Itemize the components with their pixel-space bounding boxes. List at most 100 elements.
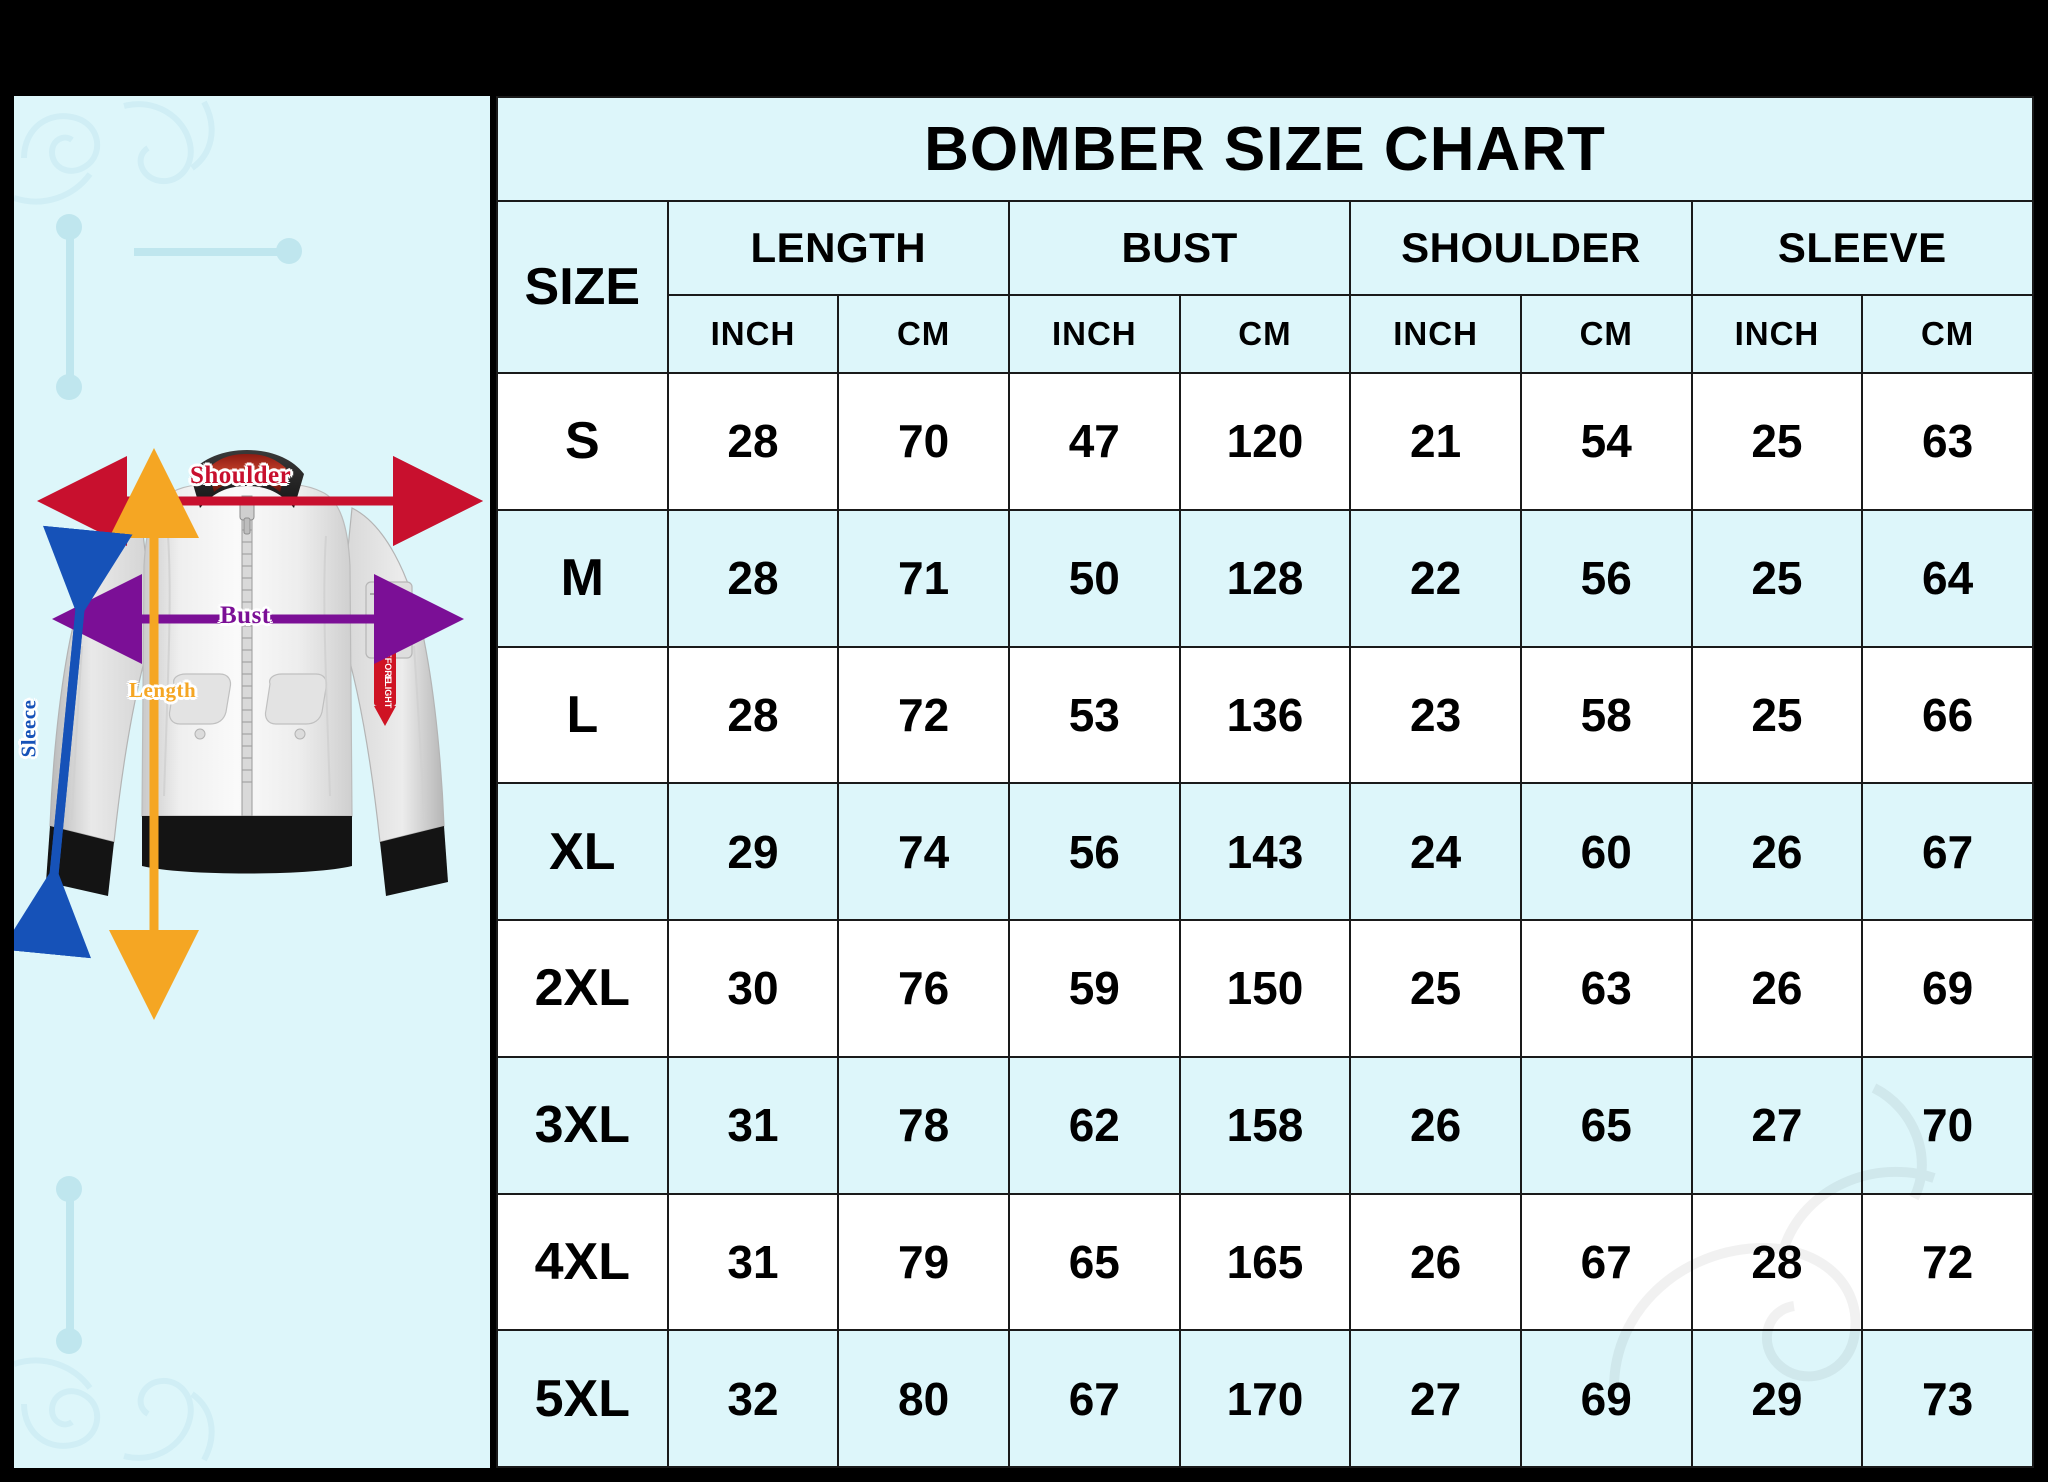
- cell-size: 2XL: [496, 919, 669, 1058]
- cell-value: 58: [1519, 645, 1693, 785]
- table-row: 3XL 31 78 62 158 26 65 27 70: [496, 1055, 2034, 1195]
- cell-value: 28: [666, 645, 840, 785]
- cell-value: 64: [1861, 508, 2034, 648]
- cell-value: 25: [1690, 372, 1864, 511]
- size-table-body: S 28 70 47 120 21 54 25 63 M 28 71 50 128 22 56 25 64 L 28 7…: [496, 372, 2034, 1468]
- illustration-panel: REMOVE BEFORE FLIGHT: [14, 96, 490, 1468]
- cell-size: 4XL: [496, 1192, 669, 1332]
- cell-value: 29: [1690, 1329, 1864, 1468]
- cell-value: 136: [1178, 645, 1352, 785]
- cell-value: 143: [1178, 782, 1352, 921]
- pin-dot-right: [276, 238, 302, 264]
- cell-value: 54: [1519, 372, 1693, 511]
- label-shoulder: Shoulder: [190, 462, 292, 489]
- cell-value: 79: [837, 1192, 1010, 1332]
- cell-value: 67: [1007, 1329, 1181, 1468]
- cell-value: 21: [1349, 372, 1522, 511]
- header-unit-sleeve-cm: CM: [1861, 294, 2034, 374]
- header-unit-length-cm: CM: [837, 294, 1010, 374]
- cell-value: 26: [1690, 782, 1864, 921]
- cell-value: 73: [1861, 1329, 2034, 1468]
- svg-text:FLIGHT: FLIGHT: [383, 676, 393, 709]
- cell-value: 26: [1349, 1192, 1522, 1332]
- table-row: 5XL 32 80 67 170 27 69 29 73: [496, 1329, 2034, 1468]
- cell-value: 74: [837, 782, 1010, 921]
- cell-value: 120: [1178, 372, 1352, 511]
- header-unit-bust-cm: CM: [1178, 294, 1352, 374]
- corner-swirl-top-left: [14, 96, 234, 288]
- cell-value: 59: [1007, 919, 1181, 1058]
- header-group-length: LENGTH: [666, 200, 1010, 296]
- cell-value: 22: [1349, 508, 1522, 648]
- pin-line: [66, 234, 74, 382]
- cell-value: 63: [1861, 372, 2034, 511]
- table-row: M 28 71 50 128 22 56 25 64: [496, 508, 2034, 648]
- cell-value: 25: [1690, 508, 1864, 648]
- cell-value: 70: [837, 372, 1010, 511]
- cell-value: 32: [666, 1329, 840, 1468]
- cell-value: 72: [837, 645, 1010, 785]
- label-length: Length: [129, 678, 197, 702]
- cell-value: 27: [1349, 1329, 1522, 1468]
- cell-value: 128: [1178, 508, 1352, 648]
- corner-swirl-bottom-left: [14, 1274, 234, 1468]
- cell-value: 25: [1690, 645, 1864, 785]
- pin-line-lower: [66, 1196, 74, 1336]
- pin-line-horizontal: [134, 248, 284, 256]
- table-row: 4XL 31 79 65 165 26 67 28 72: [496, 1192, 2034, 1332]
- table-row: L 28 72 53 136 23 58 25 66: [496, 645, 2034, 785]
- header-unit-shoulder-inch: INCH: [1349, 294, 1522, 374]
- header-unit-length-inch: INCH: [666, 294, 840, 374]
- cell-size: L: [496, 645, 669, 785]
- cell-value: 25: [1349, 919, 1522, 1058]
- remove-before-flight-tag: REMOVE BEFORE FLIGHT: [374, 610, 396, 726]
- cell-value: 67: [1861, 782, 2034, 921]
- cell-value: 26: [1690, 919, 1864, 1058]
- pin-dot-lower-bottom: [56, 1328, 82, 1354]
- cell-value: 28: [666, 372, 840, 511]
- pin-dot-bottom: [56, 374, 82, 400]
- content-area: REMOVE BEFORE FLIGHT: [14, 96, 2034, 1468]
- cell-size: 3XL: [496, 1055, 669, 1195]
- table-row: 2XL 30 76 59 150 25 63 26 69: [496, 919, 2034, 1058]
- cell-value: 170: [1178, 1329, 1352, 1468]
- cell-size: XL: [496, 782, 669, 921]
- header-unit-sleeve-inch: INCH: [1690, 294, 1864, 374]
- table-row: S 28 70 47 120 21 54 25 63: [496, 372, 2034, 511]
- cell-value: 24: [1349, 782, 1522, 921]
- cell-value: 29: [666, 782, 840, 921]
- cell-value: 158: [1178, 1055, 1352, 1195]
- cell-value: 69: [1519, 1329, 1693, 1468]
- cell-value: 65: [1519, 1055, 1693, 1195]
- cell-value: 27: [1690, 1055, 1864, 1195]
- cell-value: 53: [1007, 645, 1181, 785]
- cell-value: 63: [1519, 919, 1693, 1058]
- cell-value: 76: [837, 919, 1010, 1058]
- header-unit-shoulder-cm: CM: [1519, 294, 1693, 374]
- header-group-shoulder: SHOULDER: [1349, 200, 1693, 296]
- cell-value: 60: [1519, 782, 1693, 921]
- header-group-bust: BUST: [1007, 200, 1352, 296]
- cell-value: 80: [837, 1329, 1010, 1468]
- cell-value: 66: [1861, 645, 2034, 785]
- cell-value: 69: [1861, 919, 2034, 1058]
- cell-value: 150: [1178, 919, 1352, 1058]
- header-group-sleeve: SLEEVE: [1690, 200, 2034, 296]
- cell-value: 72: [1861, 1192, 2034, 1332]
- header-size: SIZE: [496, 200, 669, 374]
- cell-value: 28: [1690, 1192, 1864, 1332]
- cell-value: 30: [666, 919, 840, 1058]
- cell-value: 28: [666, 508, 840, 648]
- cell-value: 56: [1007, 782, 1181, 921]
- size-chart-table: BOMBER SIZE CHART SIZE LENGTH BUST SHOUL…: [496, 96, 2034, 1468]
- chart-title: BOMBER SIZE CHART: [496, 96, 2034, 202]
- cell-value: 26: [1349, 1055, 1522, 1195]
- cell-size: M: [496, 508, 669, 648]
- cell-value: 71: [837, 508, 1010, 648]
- svg-text:BEFORE: BEFORE: [383, 645, 393, 683]
- cell-size: 5XL: [496, 1329, 669, 1468]
- cell-value: 31: [666, 1055, 840, 1195]
- cell-value: 31: [666, 1192, 840, 1332]
- cell-value: 50: [1007, 508, 1181, 648]
